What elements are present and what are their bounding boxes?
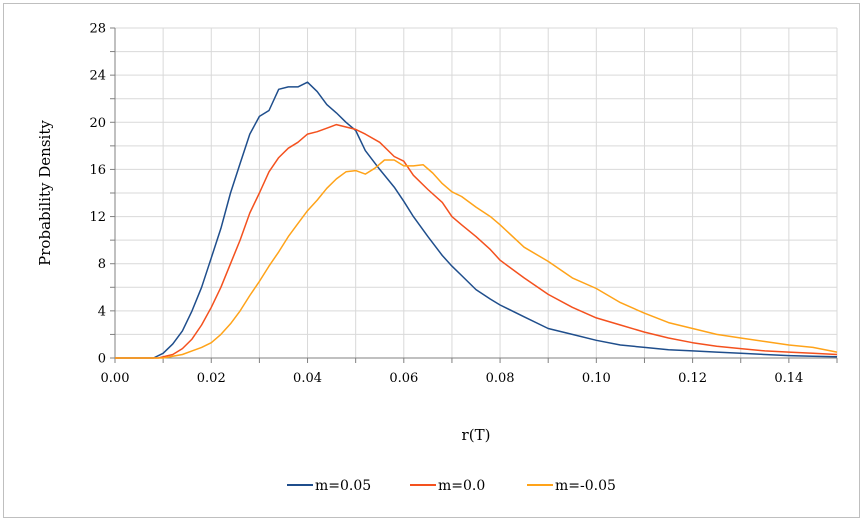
y-tick-label: 4	[98, 304, 106, 319]
x-tick-label: 0.00	[101, 371, 130, 386]
x-tick-label: 0.08	[486, 371, 515, 386]
legend: m=0.05 m=0.0 m=-0.05	[287, 478, 616, 494]
y-axis-title: Probability Density	[36, 120, 54, 266]
series-layer	[115, 81, 838, 359]
chart-frame	[3, 3, 860, 518]
x-tick-label: 0.04	[293, 371, 322, 386]
series-line-m-0-05	[115, 81, 838, 359]
axes	[110, 27, 838, 363]
x-tick-label: 0.10	[582, 371, 611, 386]
y-tick-label: 28	[89, 22, 106, 37]
legend-label: m=0.0	[438, 478, 485, 494]
x-tick-label: 0.14	[774, 371, 803, 386]
x-tick-label: 0.12	[678, 371, 707, 386]
y-tick-label: 24	[89, 69, 106, 84]
y-tick-label: 12	[89, 210, 106, 225]
series-line-m-0-05	[115, 159, 838, 359]
y-tick-label: 16	[89, 163, 106, 178]
tick-labels: 0 4 8 12 16 20 24 28 0.00 0.02 0.04 0.06 0.08 0.10 0.1…	[89, 22, 803, 387]
legend-label: m=0.05	[315, 478, 371, 494]
y-tick-label: 0	[98, 352, 106, 367]
x-tick-label: 0.06	[389, 371, 418, 386]
legend-label: m=-0.05	[555, 478, 616, 494]
series-line-m-0-0	[115, 123, 838, 359]
x-axis-title: r(T)	[462, 426, 491, 444]
y-tick-label: 20	[89, 116, 106, 131]
grid-lines	[114, 27, 838, 359]
y-tick-label: 8	[98, 257, 106, 272]
x-tick-label: 0.02	[197, 371, 226, 386]
